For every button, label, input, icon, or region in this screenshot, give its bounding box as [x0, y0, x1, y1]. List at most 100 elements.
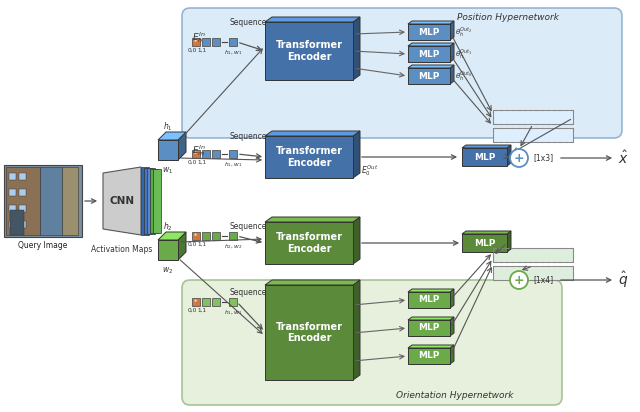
- Polygon shape: [408, 320, 450, 336]
- Bar: [9, 173, 16, 180]
- Bar: [9, 221, 16, 228]
- Text: MLP: MLP: [474, 239, 495, 248]
- Text: MLP: MLP: [419, 323, 440, 332]
- Polygon shape: [158, 140, 178, 160]
- Text: [1x4]: [1x4]: [533, 276, 553, 285]
- Polygon shape: [450, 345, 454, 364]
- Polygon shape: [450, 317, 454, 336]
- FancyBboxPatch shape: [182, 280, 562, 405]
- Polygon shape: [353, 17, 360, 80]
- Polygon shape: [178, 232, 186, 260]
- FancyBboxPatch shape: [493, 128, 573, 142]
- Text: $w_1$: $w_1$: [163, 165, 173, 176]
- Bar: [40, 167, 62, 235]
- FancyBboxPatch shape: [493, 266, 573, 280]
- Text: 0,0: 0,0: [188, 242, 196, 247]
- FancyBboxPatch shape: [229, 150, 237, 158]
- Polygon shape: [462, 234, 507, 252]
- Polygon shape: [158, 240, 178, 260]
- Bar: [4, 165, 82, 237]
- Polygon shape: [507, 145, 511, 166]
- Polygon shape: [507, 231, 511, 252]
- Text: 0,0: 0,0: [188, 160, 196, 165]
- Text: $\theta_h^{Out_0}$: $\theta_h^{Out_0}$: [455, 69, 472, 83]
- Polygon shape: [353, 131, 360, 178]
- Polygon shape: [462, 231, 511, 234]
- Text: +: +: [514, 274, 524, 286]
- Text: MLP: MLP: [419, 295, 440, 304]
- Polygon shape: [408, 317, 454, 320]
- Polygon shape: [408, 46, 450, 62]
- Circle shape: [510, 149, 528, 167]
- FancyBboxPatch shape: [212, 232, 220, 240]
- Text: Sequence: Sequence: [229, 288, 267, 297]
- Polygon shape: [265, 222, 353, 264]
- Text: MLP: MLP: [474, 152, 495, 162]
- FancyBboxPatch shape: [229, 38, 237, 46]
- Bar: [19, 173, 26, 180]
- FancyBboxPatch shape: [229, 232, 237, 240]
- FancyBboxPatch shape: [202, 232, 210, 240]
- Polygon shape: [147, 168, 155, 234]
- Text: $h_2$: $h_2$: [163, 220, 173, 233]
- Polygon shape: [450, 21, 454, 40]
- Text: MLP: MLP: [419, 49, 440, 59]
- Text: +: +: [514, 152, 524, 164]
- Polygon shape: [408, 289, 454, 292]
- Text: $E_m^{In}$: $E_m^{In}$: [192, 143, 206, 158]
- Text: $h_1,w_1$: $h_1,w_1$: [224, 160, 243, 169]
- Bar: [9, 205, 16, 212]
- Polygon shape: [265, 285, 353, 380]
- Polygon shape: [153, 169, 161, 233]
- FancyBboxPatch shape: [192, 38, 200, 46]
- FancyBboxPatch shape: [212, 150, 220, 158]
- Text: Sequence: Sequence: [229, 18, 267, 27]
- Polygon shape: [265, 22, 353, 80]
- Text: $\theta_h^{Out_1}$: $\theta_h^{Out_1}$: [455, 47, 472, 61]
- Text: $w_2$: $w_2$: [163, 265, 173, 276]
- Text: $h_2,w_2$: $h_2,w_2$: [224, 242, 243, 251]
- Text: *: *: [195, 39, 198, 45]
- Text: Transformer
Encoder: Transformer Encoder: [275, 232, 342, 254]
- Text: $\hat{q}$: $\hat{q}$: [618, 270, 628, 290]
- Polygon shape: [408, 292, 450, 308]
- Text: Transformer
Encoder: Transformer Encoder: [275, 40, 342, 62]
- FancyBboxPatch shape: [493, 248, 573, 262]
- Bar: [9, 189, 16, 196]
- Bar: [62, 167, 78, 235]
- Polygon shape: [408, 24, 450, 40]
- Polygon shape: [265, 217, 360, 222]
- Polygon shape: [141, 167, 149, 235]
- Text: Sequence: Sequence: [229, 222, 267, 231]
- Text: *: *: [195, 151, 198, 157]
- Polygon shape: [265, 280, 360, 285]
- Polygon shape: [265, 131, 360, 136]
- Text: Orientation Hypernetwork: Orientation Hypernetwork: [396, 391, 514, 400]
- Text: $\hat{x}$: $\hat{x}$: [618, 150, 628, 166]
- Text: Query Image: Query Image: [19, 241, 68, 250]
- FancyBboxPatch shape: [212, 38, 220, 46]
- Text: Position Hypernetwork: Position Hypernetwork: [457, 13, 559, 22]
- Polygon shape: [408, 68, 450, 84]
- Polygon shape: [158, 132, 186, 140]
- Bar: [19, 205, 26, 212]
- Polygon shape: [462, 148, 507, 166]
- Text: *: *: [195, 299, 198, 305]
- FancyBboxPatch shape: [202, 298, 210, 306]
- Text: Activation Maps: Activation Maps: [92, 245, 153, 254]
- Text: Transformer
Encoder: Transformer Encoder: [275, 146, 342, 168]
- Text: 1,1: 1,1: [197, 160, 207, 165]
- Text: 1,1: 1,1: [197, 308, 207, 313]
- Polygon shape: [150, 169, 158, 233]
- Text: $h_1,w_1$: $h_1,w_1$: [224, 48, 243, 57]
- Text: $E_0^{Out}$: $E_0^{Out}$: [361, 163, 378, 178]
- Polygon shape: [450, 289, 454, 308]
- Bar: [10, 210, 24, 235]
- Text: $E_h^{In}$: $E_h^{In}$: [192, 30, 206, 45]
- FancyBboxPatch shape: [202, 150, 210, 158]
- Text: MLP: MLP: [419, 28, 440, 37]
- Polygon shape: [144, 168, 152, 234]
- Text: MLP: MLP: [419, 72, 440, 80]
- Polygon shape: [408, 345, 454, 348]
- Polygon shape: [408, 65, 454, 68]
